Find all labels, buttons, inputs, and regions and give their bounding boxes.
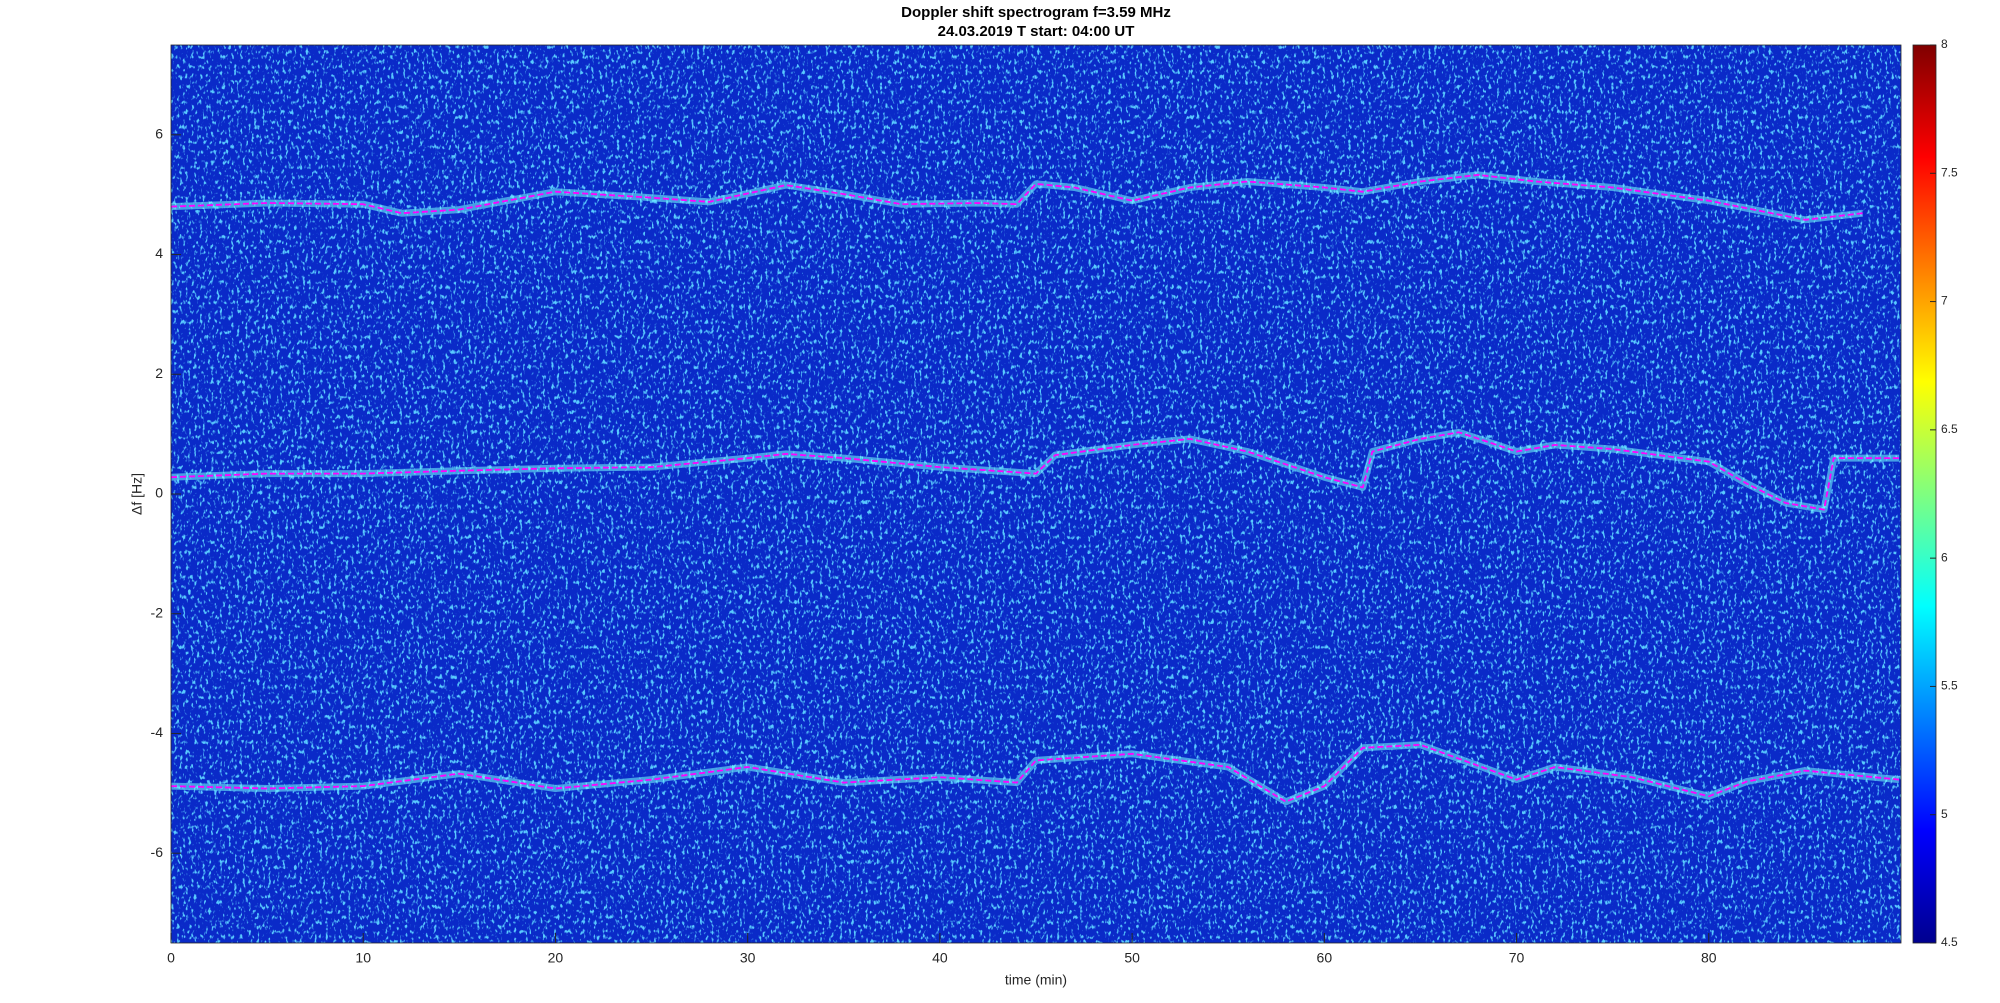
x-tick-label: 50 (1124, 950, 1140, 966)
y-tick-label: 4 (155, 245, 163, 261)
chart-subtitle: 24.03.2019 T start: 04:00 UT (938, 23, 1135, 40)
y-tick-label: -2 (151, 604, 164, 620)
colorbar-tick-label: 4.5 (1941, 935, 1958, 949)
x-tick-label: 80 (1701, 950, 1717, 966)
colorbar-tick-label: 6 (1941, 550, 1948, 564)
y-tick-label: -6 (151, 844, 164, 860)
y-axis-label: Δf [Hz] (129, 473, 145, 515)
colorbar-tick-label: 7.5 (1941, 165, 1958, 179)
colorbar (1912, 44, 1937, 944)
x-axis-label: time (min) (1005, 972, 1067, 988)
trace-line (170, 431, 1900, 511)
x-tick-label: 10 (355, 950, 371, 966)
trace-glow (170, 171, 1863, 224)
y-tick-label: 6 (155, 126, 163, 142)
x-tick-label: 60 (1317, 950, 1333, 966)
colorbar-tick-label: 8 (1941, 37, 1948, 51)
x-tick-label: 30 (740, 950, 756, 966)
y-tick-label: 0 (155, 485, 163, 501)
trace-line (170, 743, 1900, 803)
x-tick-label: 70 (1509, 950, 1525, 966)
colorbar-tick-label: 6.5 (1941, 422, 1958, 436)
y-tick-label: -4 (151, 724, 164, 740)
x-tick-label: 20 (548, 950, 564, 966)
colorbar-tick-label: 5.5 (1941, 679, 1958, 693)
x-tick-label: 0 (167, 950, 175, 966)
spectrogram-noise (171, 45, 1901, 943)
colorbar-tick-label: 7 (1941, 294, 1948, 308)
colorbar-tick-label: 5 (1941, 807, 1948, 821)
y-tick-label: 2 (155, 365, 163, 381)
chart-title: Doppler shift spectrogram f=3.59 MHz (901, 4, 1171, 21)
x-tick-label: 40 (932, 950, 948, 966)
